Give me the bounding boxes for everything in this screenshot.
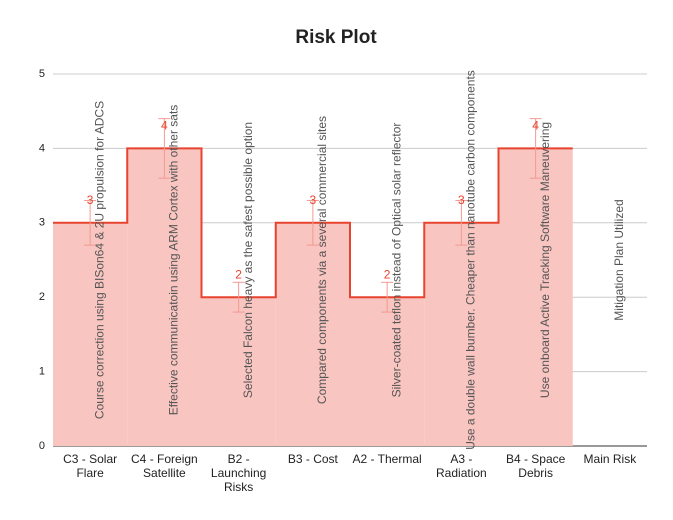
data-label: 2	[235, 267, 242, 281]
annotation: Course correction using BISon64 & 2U pro…	[92, 101, 106, 419]
y-tick-label: 3	[39, 217, 45, 229]
y-tick-label: 1	[39, 366, 45, 378]
chart-title: Risk Plot	[295, 27, 377, 48]
x-tick-label: C3 - Solar Flare	[63, 452, 117, 480]
area-step	[53, 222, 128, 446]
x-tick-label: B3 - Cost	[288, 452, 339, 466]
area-step	[127, 148, 202, 446]
annotation: Effective communicatoin using ARM Cortex…	[167, 105, 181, 416]
x-tick-label: A3 -Radiation	[436, 452, 487, 480]
x-tick-label: B2 -Launching Risks	[211, 452, 266, 494]
annotation: Use a double wall bumber. Cheaper than n…	[464, 70, 478, 450]
data-label: 3	[310, 193, 317, 207]
y-tick-label: 2	[39, 291, 45, 303]
data-label: 3	[458, 193, 465, 207]
data-label: 4	[161, 119, 168, 133]
annotation: Mitigation Plan Utilized	[612, 199, 626, 320]
area-step	[424, 222, 499, 446]
x-tick-label: Main Risk	[584, 452, 638, 466]
annotation: Selected Falcon heavy as the safest poss…	[241, 122, 255, 398]
area-step	[201, 297, 276, 446]
data-label: 4	[532, 119, 539, 133]
annotation: Silver-coated teflon instead of Optical …	[389, 123, 403, 398]
annotation: Compared components via a several commer…	[315, 116, 329, 404]
x-tick-label: B4 - Space Debris	[506, 452, 566, 480]
data-label: 3	[87, 193, 94, 207]
x-tick-label: A2 - Thermal	[353, 452, 422, 466]
y-tick-label: 4	[39, 142, 45, 154]
area-step	[275, 222, 350, 446]
area-step	[498, 148, 573, 446]
data-label: 2	[384, 267, 391, 281]
annotation: Use onboard Active Tracking Software Man…	[538, 122, 552, 398]
y-tick-label: 0	[39, 440, 45, 452]
area-step	[350, 297, 425, 446]
y-tick-label: 5	[39, 68, 45, 80]
x-tick-label: C4 - Foreign Satellite	[131, 452, 198, 480]
